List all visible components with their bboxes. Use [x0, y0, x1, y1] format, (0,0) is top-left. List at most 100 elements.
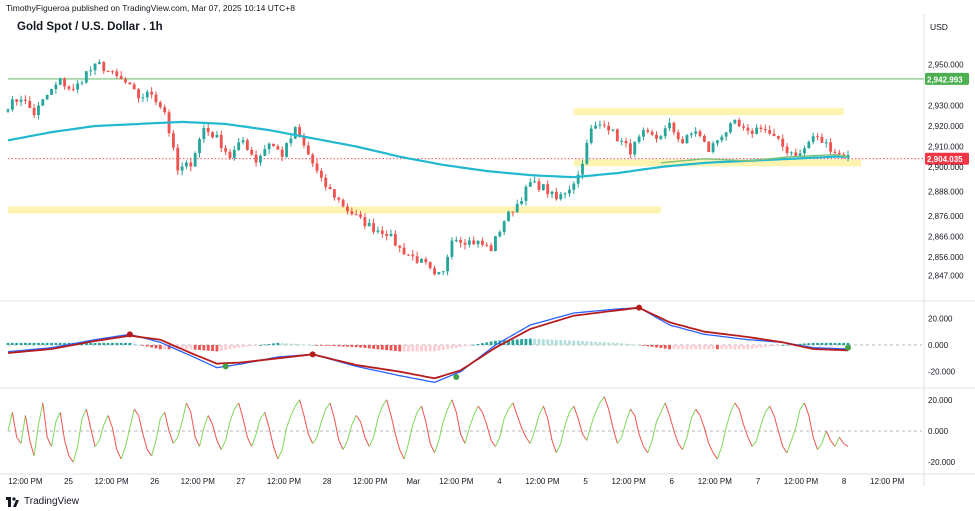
macd-histogram-bar: [707, 345, 711, 350]
fast-moving-average-line: [660, 153, 849, 164]
oscillator-segment: [651, 421, 657, 441]
candle-body: [15, 99, 19, 102]
oscillator-segment: [499, 418, 505, 438]
oscillator-segment: [64, 440, 70, 457]
oscillator-segment: [703, 427, 710, 444]
macd-histogram-bar: [315, 345, 319, 346]
macd-histogram-bar: [163, 345, 167, 350]
candle-body: [576, 174, 580, 184]
macd-histogram-bar: [402, 345, 406, 352]
macd-histogram-bar: [202, 345, 206, 351]
candle-body: [494, 236, 497, 252]
oscillator-segment: [603, 396, 610, 410]
oscillator-segment: [281, 427, 288, 450]
macd-histogram-bar: [89, 342, 93, 345]
axis-labels-layer: 2,942.993 2,904.035 2,950.000 2,930.000 2,92…: [8, 61, 969, 486]
candle-body: [528, 182, 532, 187]
oscillator-segment: [68, 455, 74, 463]
time-axis-tick-label: 12:00 PM: [612, 477, 647, 486]
oscillator-segment: [730, 402, 736, 413]
candle-body: [185, 162, 188, 167]
oscillator-segment: [743, 424, 749, 438]
candle-body: [346, 206, 349, 212]
oscillator-segment: [817, 443, 823, 451]
macd-histogram-bar: [711, 345, 715, 350]
macd-histogram-bar: [124, 342, 127, 345]
macd-histogram-bar: [489, 341, 493, 345]
time-axis-tick-label: 12:00 PM: [181, 477, 216, 486]
oscillator-segment: [264, 412, 270, 429]
oscillator-segment: [716, 446, 723, 460]
oscillator-segment: [560, 424, 566, 444]
macd-histogram-bar: [241, 345, 245, 348]
candle-body: [485, 244, 489, 246]
candle-body: [19, 99, 23, 102]
oscillator-segment: [386, 399, 392, 416]
candle-body: [337, 197, 341, 200]
candle-body: [189, 162, 193, 167]
macd-histogram-bar: [119, 342, 123, 345]
macd-histogram-bar: [507, 339, 510, 345]
tradingview-logo[interactable]: TradingView: [6, 496, 79, 507]
oscillator-segment: [312, 436, 318, 444]
oscillator-segment: [303, 415, 309, 435]
symbol-title[interactable]: Gold Spot / U.S. Dollar . 1h: [17, 21, 163, 33]
macd-histogram-bar: [698, 345, 702, 350]
macd-histogram-bar: [480, 343, 484, 345]
oscillator-segment: [821, 430, 827, 444]
oscillator-segment: [490, 440, 496, 447]
candle-body: [776, 136, 780, 139]
oscillator-segment: [638, 433, 644, 447]
macd-histogram-bar: [568, 340, 571, 345]
price-level-tag-label: 2,904.035: [927, 155, 963, 164]
macd-histogram-bar: [132, 343, 136, 345]
price-axis-tick-label: 2,910.000: [928, 142, 964, 151]
candle-body: [572, 183, 576, 190]
oscillator-segment: [481, 412, 488, 425]
time-axis-tick-label: 12:00 PM: [870, 477, 905, 486]
oscillator-segment: [329, 402, 335, 419]
oscillator-segment: [242, 418, 248, 438]
macd-histogram-bar: [433, 345, 436, 352]
macd-histogram-bar: [633, 344, 637, 346]
macd-histogram-bar: [537, 339, 541, 345]
bearish-cross-marker: [126, 331, 133, 338]
macd-histogram-bar: [189, 345, 193, 350]
oscillator-segment: [734, 402, 740, 410]
oscillator-segment: [138, 415, 144, 435]
macd-histogram-bar: [280, 343, 284, 345]
candle-body: [158, 102, 162, 108]
macd-histogram-bar: [602, 342, 606, 345]
oscillator-segment: [155, 418, 161, 441]
oscillator-segment: [621, 421, 627, 438]
candle-body: [145, 91, 149, 98]
oscillator-segment: [103, 415, 109, 425]
currency-label[interactable]: USD: [930, 22, 948, 32]
macd-histogram-bar: [145, 345, 149, 347]
candle-body: [433, 268, 436, 275]
macd-histogram-bar: [23, 342, 27, 345]
candle-body: [128, 82, 132, 85]
candle-body: [646, 130, 650, 132]
oscillator-segment: [377, 405, 383, 419]
candle-body: [467, 240, 471, 245]
oscillator-segment: [120, 446, 126, 460]
oscillator-segment: [177, 421, 183, 438]
candle-body: [311, 154, 315, 164]
candle-body: [293, 127, 297, 139]
oscillator-segment: [582, 433, 588, 441]
macd-histogram-bar: [572, 340, 576, 345]
oscillator-segment: [804, 402, 810, 416]
macd-histogram-bar: [515, 339, 519, 345]
candle-body: [106, 71, 110, 73]
oscillator-segment: [125, 427, 131, 447]
candle-body: [132, 84, 136, 90]
macd-histogram-bar: [154, 345, 158, 349]
oscillator-segment: [373, 418, 379, 438]
candle-body: [733, 119, 737, 124]
candle-body: [737, 119, 741, 127]
oscillator-segment: [107, 415, 113, 429]
candle-body: [685, 135, 689, 144]
macd-histogram-bar: [346, 345, 349, 347]
